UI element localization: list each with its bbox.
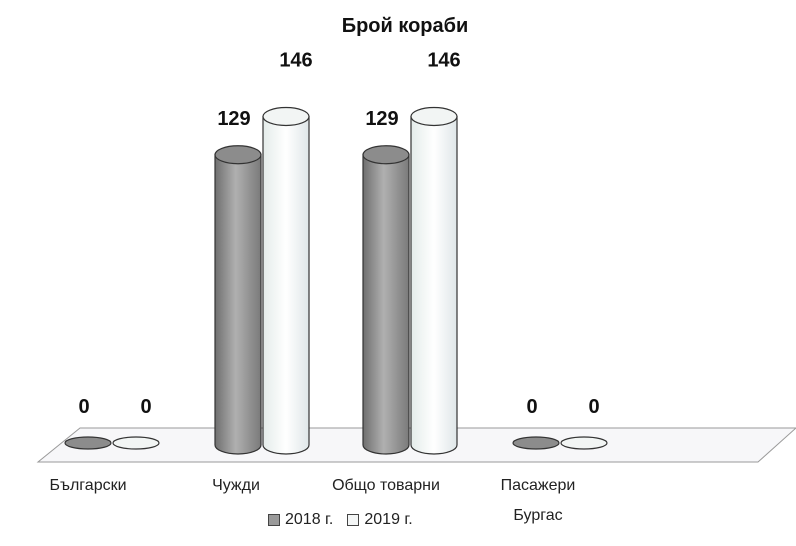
legend-item-2019: 2019 г. [347, 511, 413, 529]
category-label-чужди: Чужди [212, 477, 260, 494]
legend-item-2018: 2018 г. [268, 511, 333, 529]
category-labels: Български Чужди Общо товарни Пасажери Бургас [49, 477, 575, 524]
bar-2018-г-общо-товарни [362, 145, 410, 455]
value-label-2019-г-общо-товарни: 146 [427, 50, 460, 72]
category-label-български: Български [49, 477, 126, 494]
legend-label-2019: 2019 г. [364, 511, 413, 528]
chart-title: Брой кораби [342, 15, 469, 37]
bar-2019-г-български [112, 436, 160, 450]
value-label-2018-г-български: 0 [78, 396, 89, 418]
value-label-2018-г-чужди: 129 [217, 108, 250, 130]
bar-2018-г-български [64, 436, 112, 450]
legend-swatch-2018 [268, 514, 280, 526]
value-label-2019-г-български: 0 [140, 396, 151, 418]
value-label-2018-г-пасажери-бургас: 0 [526, 396, 537, 418]
bars [64, 106, 608, 455]
category-label-общо-товарни: Общо товарни [332, 477, 440, 494]
bar-2018-г-чужди [214, 145, 262, 455]
legend-label-2018: 2018 г. [285, 511, 334, 528]
bar-2018-г-пасажери-бургас [512, 436, 560, 450]
legend: 2018 г. 2019 г. [268, 507, 478, 533]
data-labels: 0 129 129 0 0 146 146 0 [78, 50, 599, 419]
bar-2019-г-пасажери-бургас [560, 436, 608, 450]
value-label-2019-г-пасажери-бургас: 0 [588, 396, 599, 418]
value-label-2018-г-общо-товарни: 129 [365, 108, 398, 130]
legend-swatch-2019 [347, 514, 360, 526]
value-label-2019-г-чужди: 146 [279, 50, 312, 72]
bar-2019-г-чужди [262, 106, 310, 455]
category-label-пасажери-бургас: Пасажери Бургас [501, 477, 576, 524]
bar-2019-г-общо-товарни [410, 106, 458, 455]
